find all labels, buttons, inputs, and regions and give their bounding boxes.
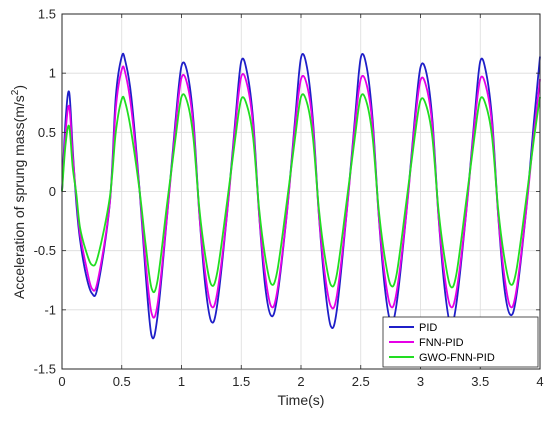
legend-label-gwo-fnn-pid: GWO-FNN-PID: [419, 352, 495, 364]
y-tick-label: 1: [49, 66, 56, 81]
y-axis-title-superscript: 2: [10, 89, 21, 95]
x-tick-label: 2: [297, 374, 304, 389]
y-tick-label: -1: [44, 302, 56, 317]
x-tick-label: 3.5: [471, 374, 489, 389]
series-line-gwo-fnn-pid: [61, 93, 541, 294]
y-tick-label: 0.5: [38, 125, 56, 140]
legend-label-pid: PID: [419, 322, 437, 334]
series-line-fnn-pid: [61, 65, 541, 319]
y-tick-label: -1.5: [34, 362, 56, 377]
y-tick-label: 0: [49, 184, 56, 199]
ticks: 0 0.5 1 1.5 2 2.5 3 3.5 4 -1.5 -1 -0.5 0 0.5 1 1.5: [34, 7, 544, 390]
series-group: [61, 52, 541, 340]
y-tick-label: -0.5: [34, 243, 56, 258]
x-axis-title: Time(s): [278, 392, 325, 408]
legend: PID FNN-PID GWO-FNN-PID: [382, 316, 539, 368]
x-tick-label: 0.5: [113, 374, 131, 389]
x-tick-label: 2.5: [352, 374, 370, 389]
x-tick-label: 0: [58, 374, 65, 389]
y-axis-title-end: ): [11, 85, 27, 90]
x-tick-label: 4: [536, 374, 543, 389]
y-tick-label: 1.5: [38, 7, 56, 22]
y-axis-title-main: Acceleration of sprung mass(m/s: [11, 95, 27, 299]
legend-label-fnn-pid: FNN-PID: [419, 337, 464, 349]
x-tick-label: 1.5: [232, 374, 250, 389]
y-axis-title: Acceleration of sprung mass(m/s2): [10, 85, 27, 299]
x-tick-label: 3: [417, 374, 424, 389]
x-tick-label: 1: [178, 374, 185, 389]
